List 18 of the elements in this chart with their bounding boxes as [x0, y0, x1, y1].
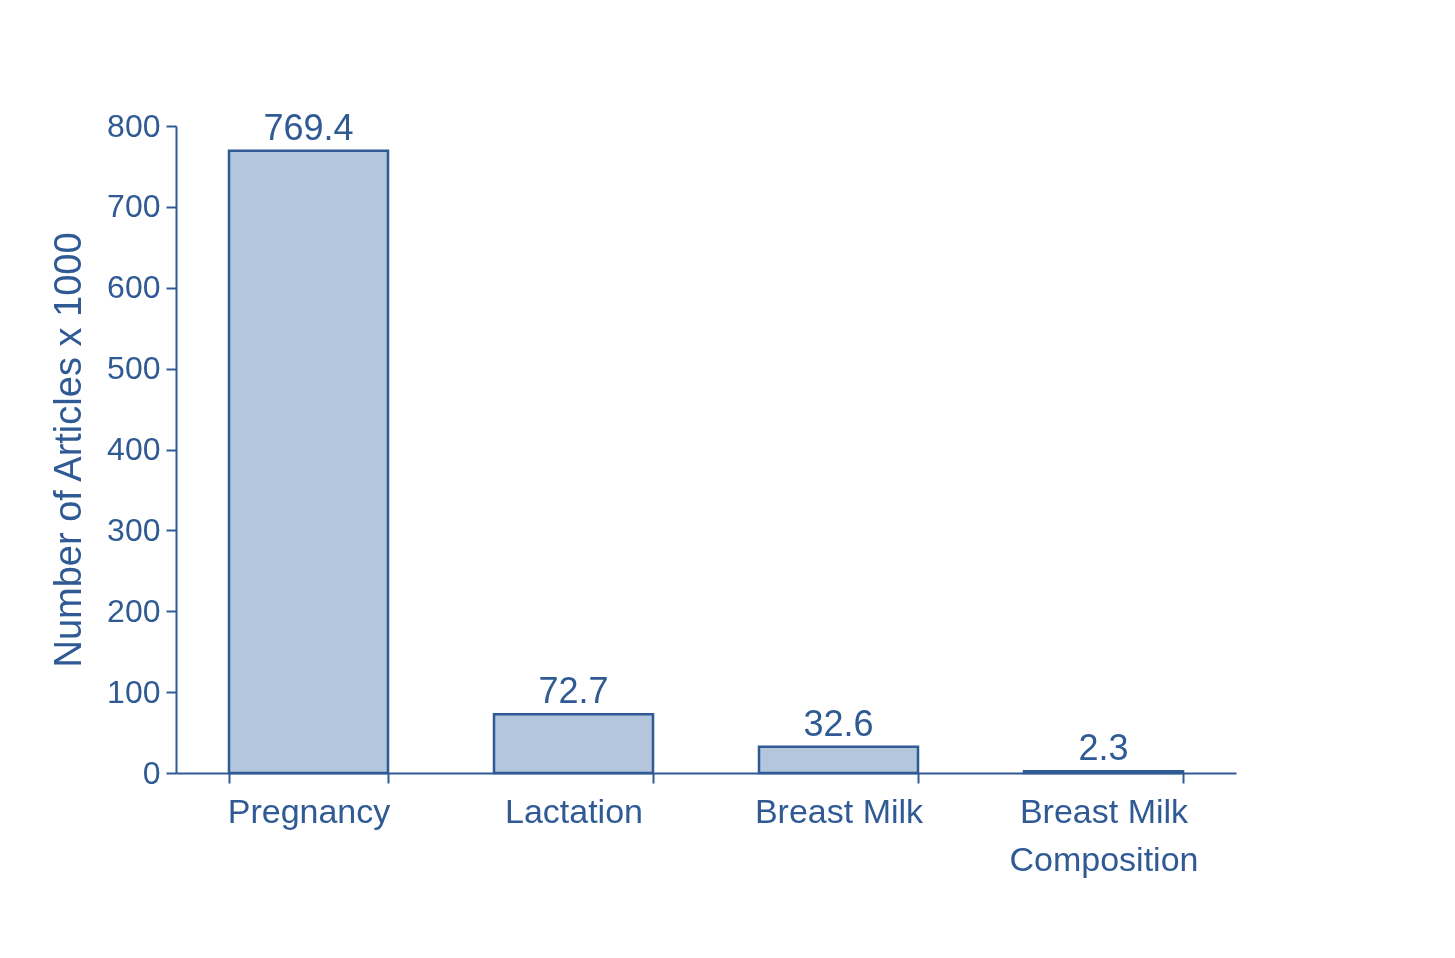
data-label: 72.7	[538, 670, 609, 712]
x-tick-label: Breast Milk Composition	[1009, 791, 1199, 878]
y-tick-label: 100	[107, 673, 161, 710]
x-tick-label: Lactation	[505, 791, 643, 830]
y-tick-label: 200	[107, 592, 161, 629]
y-tick-label: 700	[107, 188, 161, 225]
y-tick-label: 800	[107, 107, 161, 144]
y-tick-label: 500	[107, 350, 161, 387]
x-tick-label: Breast Milk	[754, 791, 925, 830]
y-tick-label: 600	[107, 269, 161, 306]
y-tick-label: 400	[107, 431, 161, 467]
data-label: 32.6	[803, 702, 874, 744]
y-tick-label: 0	[142, 754, 161, 791]
y-tick-label: 300	[107, 511, 161, 548]
data-label: 769.4	[263, 106, 354, 148]
data-label: 2.3	[1078, 727, 1129, 769]
y-axis-title: Number of Articles x 1000	[47, 232, 90, 668]
x-tick-label: Pregnancy	[227, 791, 391, 830]
